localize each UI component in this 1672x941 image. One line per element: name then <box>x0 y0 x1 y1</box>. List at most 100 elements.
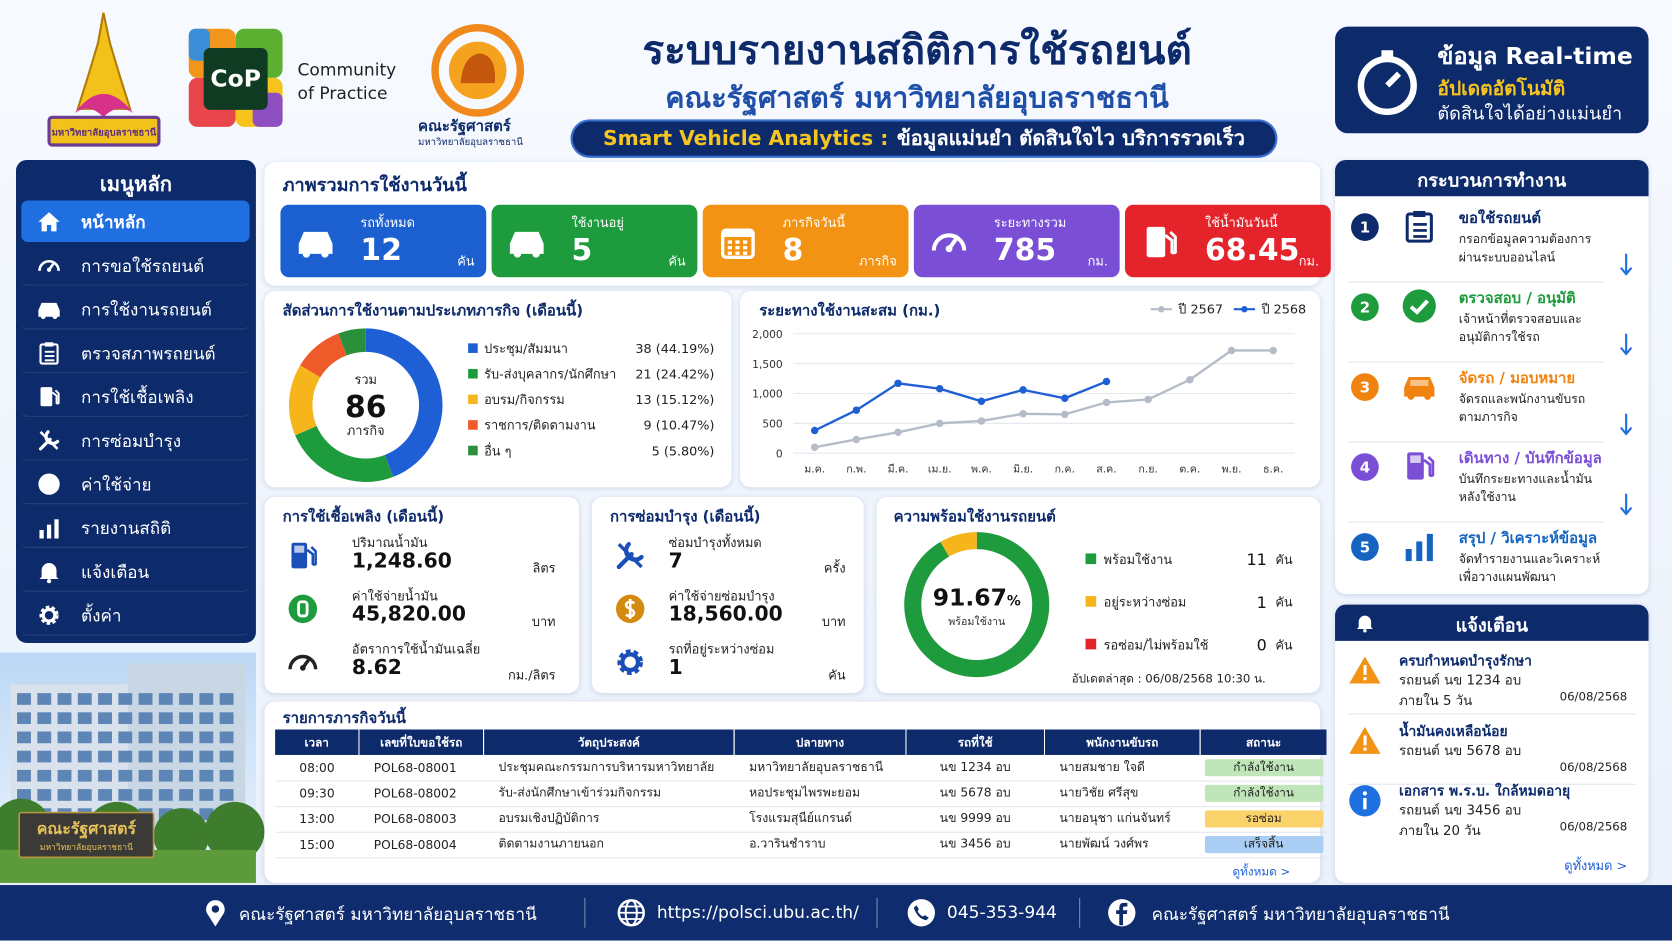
globe-icon <box>617 899 645 927</box>
series-line <box>814 349 1274 449</box>
view-all-link[interactable]: ดูทั้งหมด > <box>1232 864 1291 879</box>
icon-shape <box>1407 393 1415 400</box>
legend-swatch <box>468 394 478 405</box>
faculty-emblem <box>431 23 525 117</box>
table-cell: เสร็จสิ้น <box>1200 832 1327 858</box>
series-point <box>810 426 819 435</box>
step-arrow <box>1620 493 1633 516</box>
realtime-note: ตัดสินใจได้อย่างแม่นยำ <box>1437 103 1623 125</box>
table-row: 15:00 POL68-08004 ติดตามงานภายนอก อ.วารินชำ… <box>275 832 1328 858</box>
footer-separator <box>876 897 878 928</box>
icon-shape <box>39 529 44 539</box>
menu-item[interactable]: รายงานสถิติ <box>21 507 250 549</box>
step-number-text: 5 <box>1360 538 1370 556</box>
alert-line: ภายใน 5 วัน <box>1399 692 1473 709</box>
car-icon <box>1404 376 1435 400</box>
legend-swatch <box>1085 596 1097 607</box>
tree <box>204 801 265 862</box>
icon-shape <box>742 251 748 255</box>
tagline-pill: Smart Vehicle Analytics : ข้อมูลแม่นยำ ตั… <box>570 119 1278 158</box>
column-header: ปลายทาง <box>734 729 907 755</box>
step-circle <box>1351 453 1379 481</box>
donut-segment <box>288 365 321 436</box>
menu-item[interactable]: ตั้งค่า <box>21 594 250 636</box>
icon-shape <box>1410 379 1429 387</box>
alerts-panel: แจ้งเตือน ครบกำหนดบำรุงรักษา รถยนต์ นข 123… <box>1335 604 1649 883</box>
x-tick-label: เม.ย. <box>928 462 952 475</box>
cop-name: of Practice <box>297 83 388 104</box>
stat-value: 7 <box>668 549 683 573</box>
status-badge: รอซ่อม <box>1204 810 1323 828</box>
panel-header <box>1335 159 1649 197</box>
kpi-label: ใช้งานอยู่ <box>571 215 624 231</box>
kpi-unit: คัน <box>668 253 686 269</box>
icon-shape <box>727 240 732 244</box>
donut-total-unit: ภารกิจ <box>347 424 385 439</box>
series-point <box>852 435 861 444</box>
icon-shape <box>509 231 544 254</box>
table-cell: 08:00 <box>299 760 335 775</box>
arrow <box>1620 253 1633 276</box>
icon-shape <box>617 542 643 569</box>
stat-value: 1,248.60 <box>351 549 452 573</box>
icon-shape <box>1362 791 1368 796</box>
menu-item[interactable]: การใช้งานรถยนต์ <box>21 288 250 330</box>
legend-label: รอซ่อม/ไม่พร้อมใช้ <box>1104 637 1209 653</box>
icon-shape <box>1410 455 1421 463</box>
legend-label: อบรม/กิจกรรม <box>484 393 565 408</box>
alert-title: เอกสาร พ.ร.บ. ใกล้หมดอายุ <box>1399 783 1571 800</box>
window <box>98 769 112 782</box>
window <box>118 693 133 705</box>
series-point <box>894 428 902 437</box>
table-cell: 15:00 <box>299 837 335 852</box>
step-number-text: 1 <box>1360 218 1370 236</box>
icon-shape <box>1405 548 1412 562</box>
menu-item[interactable]: หน้าหลัก <box>21 200 250 243</box>
icon-shape <box>38 212 60 232</box>
step-number: 3 <box>1351 373 1379 401</box>
icon-shape <box>1426 533 1433 562</box>
icon-shape <box>1385 71 1402 88</box>
legend-swatch <box>468 420 478 430</box>
window <box>179 750 194 763</box>
column-header: พนักงานขับรถ <box>1044 729 1201 755</box>
icon-shape <box>735 251 740 255</box>
footer: คณะรัฐศาสตร์ มหาวิทยาลัยอุบลราชธานี https… <box>0 885 1672 941</box>
step-number: 4 <box>1351 453 1379 481</box>
footer-text: https://polsci.ubu.ac.th/ <box>656 902 859 923</box>
menu-label: การซ่อมบำรุง <box>81 430 182 452</box>
menu-label: การขอใช้รถยนต์ <box>81 255 205 277</box>
view-all-link[interactable]: ดูทั้งหมด > <box>1564 858 1628 874</box>
window <box>199 731 214 744</box>
table-cell: ติดตามงานภายนอก <box>498 836 604 851</box>
menu-item[interactable]: การซ่อมบำรุง <box>21 419 250 461</box>
footer-text: คณะรัฐศาสตร์ มหาวิทยาลัยอุบลราชธานี <box>1151 904 1450 925</box>
menu-item[interactable]: ค่าใช้จ่าย <box>21 463 250 505</box>
menu-item[interactable]: การใช้เชื้อเพลิง <box>21 375 250 417</box>
stat-unit: ลิตร <box>532 560 556 576</box>
window <box>57 769 72 782</box>
window <box>57 731 72 744</box>
step-arrow <box>1620 253 1633 276</box>
window <box>77 750 92 763</box>
window <box>98 693 112 705</box>
stat-value: 1 <box>668 655 683 680</box>
menu-item[interactable]: การขอใช้รถยนต์ <box>21 244 250 286</box>
readiness-center-label: พร้อมใช้งาน <box>948 615 1006 628</box>
icon-shape <box>742 245 748 250</box>
kpi-unit: คัน <box>457 253 475 269</box>
icon-shape <box>46 579 52 584</box>
alert-line: ภายใน 20 วัน <box>1399 822 1481 839</box>
icon-shape <box>42 304 56 310</box>
icon-shape <box>39 430 59 450</box>
menu-item[interactable]: แจ้งเตือน <box>21 550 250 592</box>
icon-shape <box>46 267 52 272</box>
fuel-icon <box>1407 452 1435 480</box>
emblem-name: คณะรัฐศาสตร์ <box>418 118 511 136</box>
step-circle <box>1351 213 1379 241</box>
menu-item[interactable]: ตรวจสภาพรถยนต์ <box>21 332 250 374</box>
icon-shape <box>54 519 59 539</box>
legend-label: พร้อมใช้งาน <box>1104 552 1173 568</box>
house-icon <box>38 212 60 232</box>
